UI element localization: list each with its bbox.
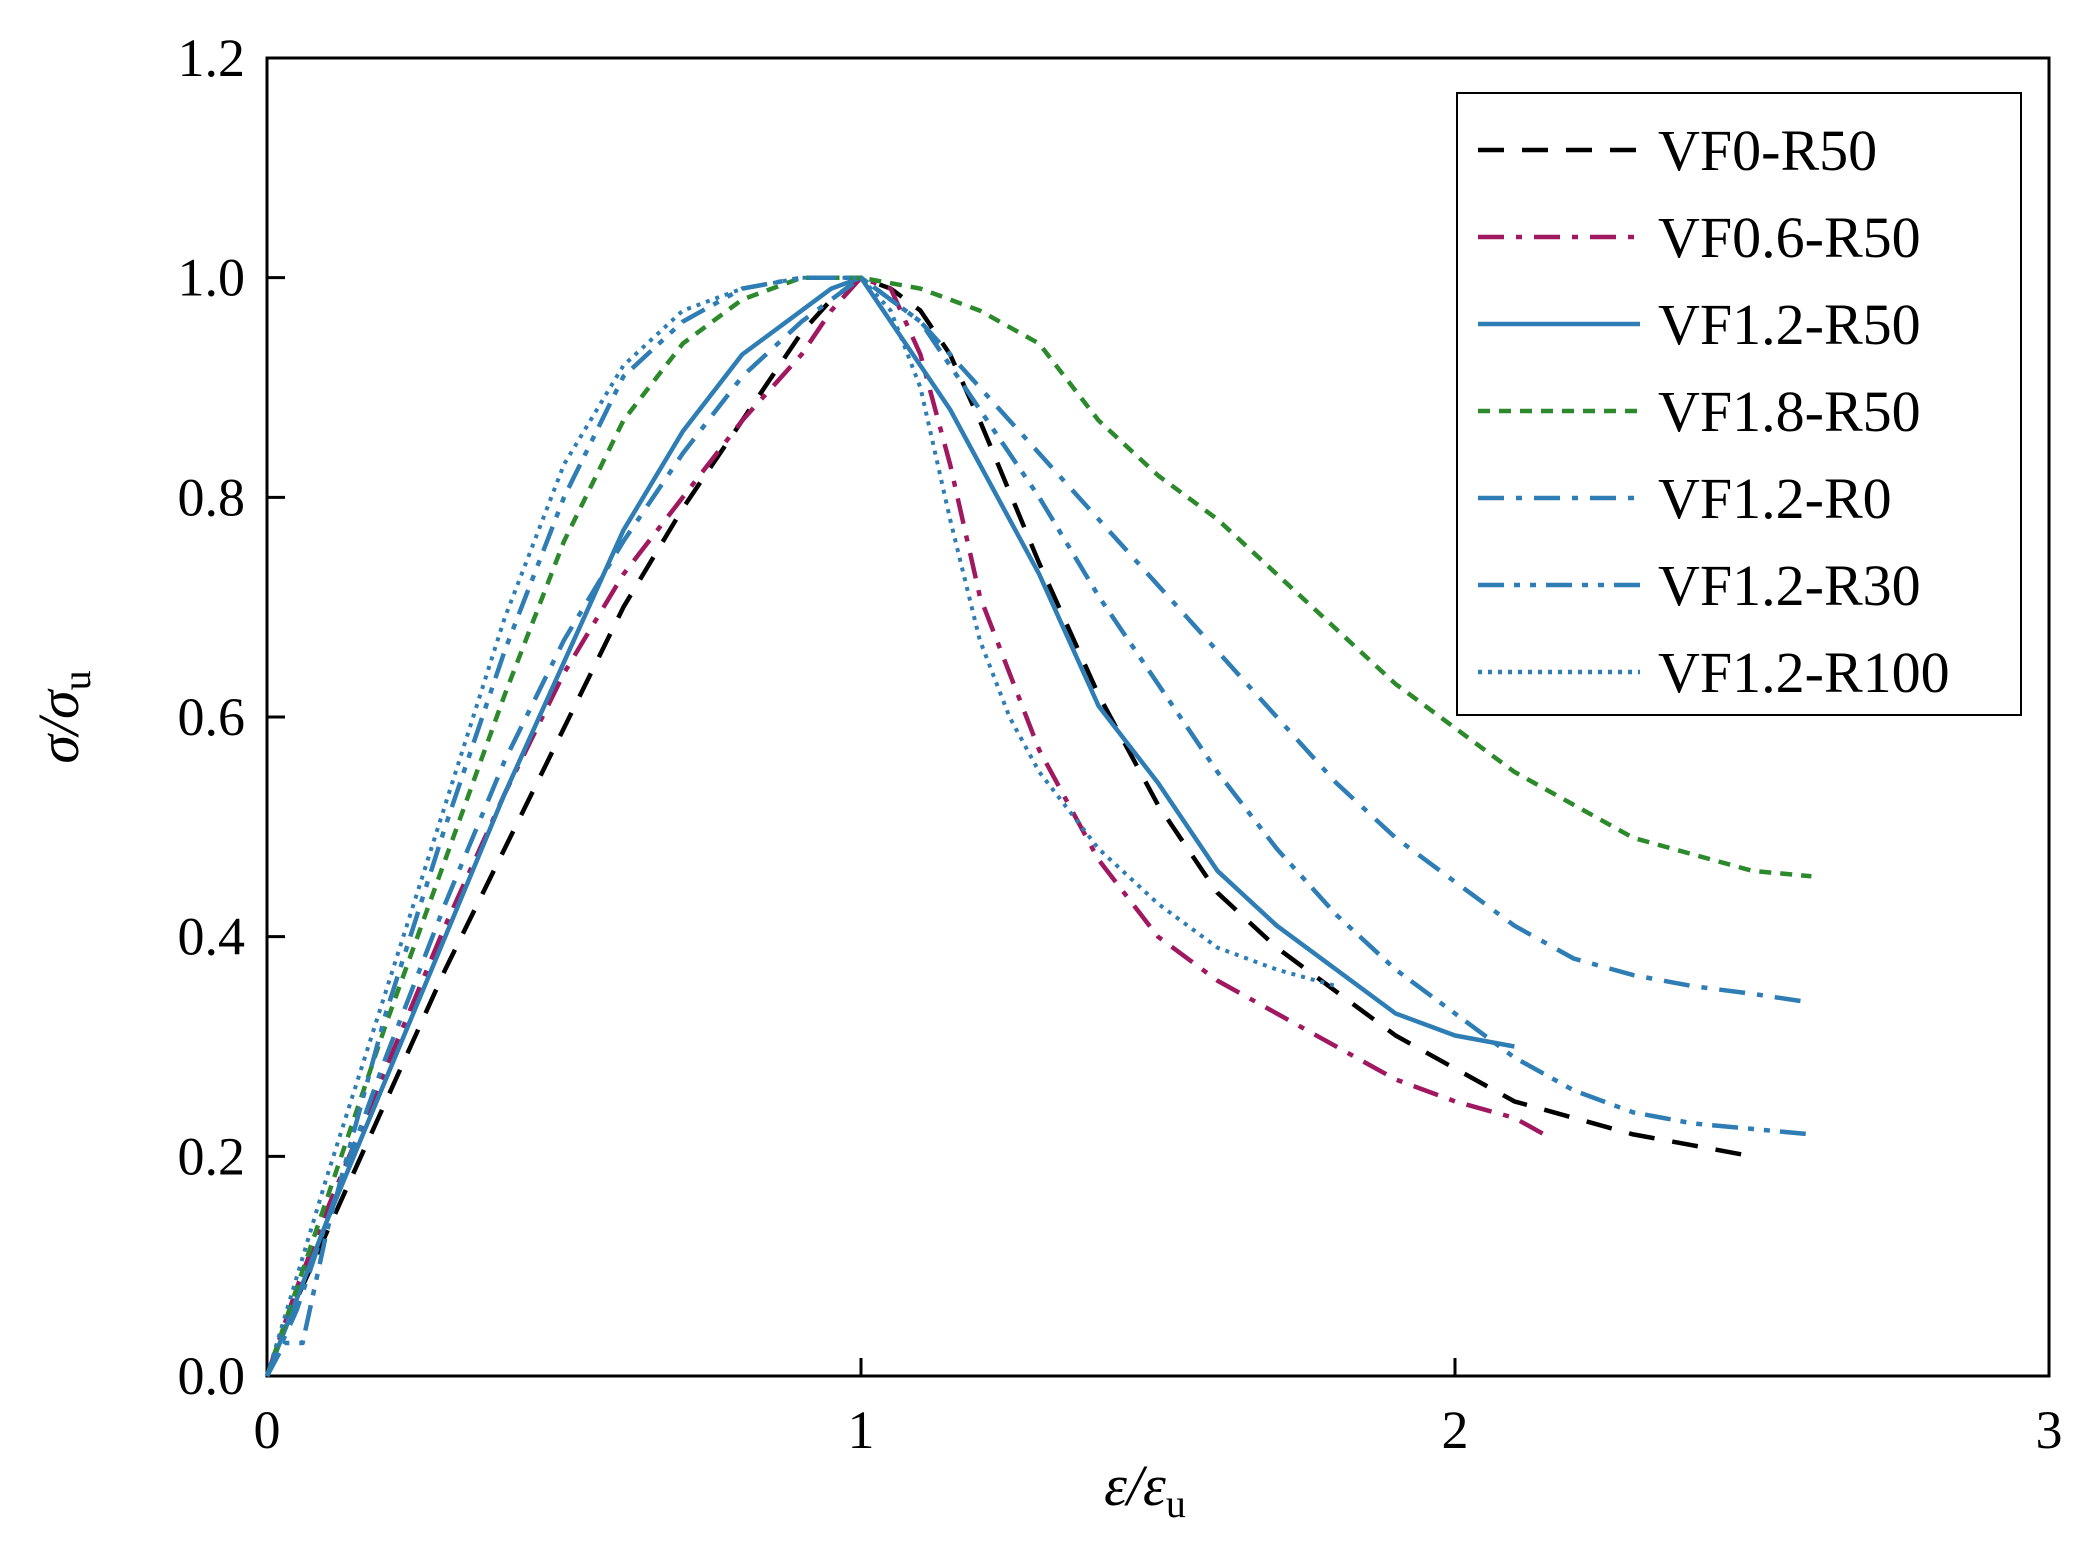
y-tick-label: 0.4 bbox=[178, 907, 246, 967]
series-layer bbox=[264, 275, 1812, 1378]
legend-label: VF1.2-R100 bbox=[1658, 640, 1950, 705]
x-tick-label: 1 bbox=[848, 1400, 875, 1460]
legend-label: VF1.2-R0 bbox=[1658, 466, 1892, 531]
legend-label: VF1.2-R50 bbox=[1658, 292, 1921, 357]
legend-label: VF1.8-R50 bbox=[1658, 379, 1921, 444]
series-line-vf1-2-r30 bbox=[265, 275, 1812, 1378]
axis-ticks: 0.0 0.2 0.4 0.6 0.8 1.0 1.2 0 1 2 3 bbox=[178, 28, 2063, 1460]
y-tick-label: 0.2 bbox=[178, 1126, 246, 1186]
x-tick-label: 0 bbox=[254, 1400, 281, 1460]
x-tick-label: 2 bbox=[1442, 1400, 1469, 1460]
series-line-vf1-8-r50 bbox=[264, 275, 1812, 1377]
y-tick-label: 1.2 bbox=[178, 28, 246, 88]
y-tick-label: 0.0 bbox=[178, 1346, 246, 1406]
y-tick-label: 0.6 bbox=[178, 687, 246, 747]
legend-label: VF1.2-R30 bbox=[1658, 553, 1921, 618]
y-tick-label: 0.8 bbox=[178, 467, 246, 527]
series-line-vf1-2-r100 bbox=[265, 275, 1337, 1377]
legend: VF0-R50 VF0.6-R50 VF1.2-R50 VF1.8-R50 VF1.2-… bbox=[1456, 92, 2022, 716]
series-line-vf1-2-r50 bbox=[264, 275, 1515, 1377]
legend-label: VF0.6-R50 bbox=[1658, 205, 1921, 270]
y-tick-label: 1.0 bbox=[178, 248, 246, 308]
y-axis-title: σ/σu bbox=[26, 670, 99, 763]
legend-label: VF0-R50 bbox=[1658, 118, 1877, 183]
x-tick-label: 3 bbox=[2036, 1400, 2063, 1460]
series-line-vf1-2-r0 bbox=[264, 275, 1812, 1377]
series-line-vf0-r50 bbox=[264, 275, 1753, 1377]
x-axis-title: ε/εu bbox=[1104, 1453, 1186, 1526]
series-line-vf0-6-r50 bbox=[264, 275, 1546, 1377]
legend-box bbox=[1456, 92, 2022, 716]
